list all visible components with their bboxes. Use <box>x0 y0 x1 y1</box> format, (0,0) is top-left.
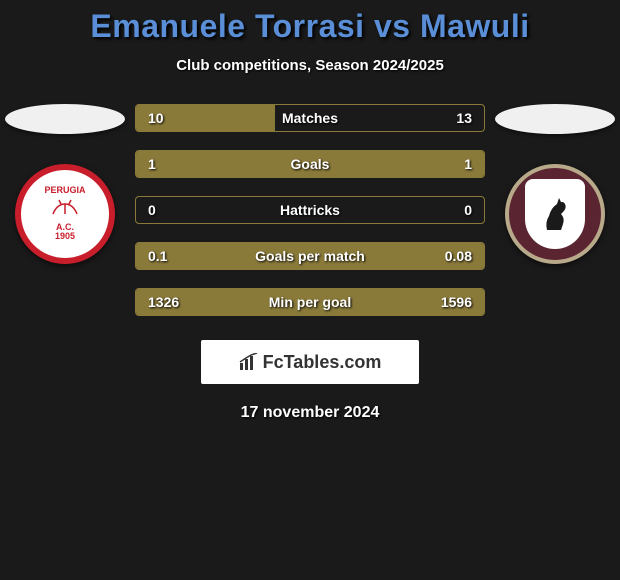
comparison-card: Emanuele Torrasi vs Mawuli Club competit… <box>0 0 620 422</box>
right-club-badge <box>505 164 605 264</box>
page-title: Emanuele Torrasi vs Mawuli <box>0 8 620 45</box>
stat-value-right: 0.08 <box>445 248 472 264</box>
stats-column: 10Matches131Goals10Hattricks00.1Goals pe… <box>135 104 485 316</box>
stat-value-right: 1 <box>464 156 472 172</box>
bar-chart-icon <box>239 353 259 371</box>
fctables-logo[interactable]: FcTables.com <box>201 340 419 384</box>
stat-bar: 10 Matches 13 <box>135 104 485 132</box>
perugia-year: 1905 <box>44 232 85 242</box>
left-player-col: PERUGIA A.C. 1905 <box>5 104 125 264</box>
stat-bar: 0 Hattricks 0 <box>135 196 485 224</box>
horse-icon <box>537 194 573 234</box>
stat-label: Matches <box>282 110 338 126</box>
stat-bar: 1 Goals 1 <box>135 150 485 178</box>
right-flag <box>495 104 615 134</box>
stat-value-left: 0 <box>148 202 156 218</box>
stat-value-left: 1 <box>148 156 156 172</box>
stat-label: Goals per match <box>255 248 365 264</box>
stat-value-right: 0 <box>464 202 472 218</box>
perugia-badge-text: PERUGIA A.C. 1905 <box>44 186 85 243</box>
stat-label: Goals <box>291 156 330 172</box>
left-club-badge: PERUGIA A.C. 1905 <box>15 164 115 264</box>
stat-value-right: 13 <box>456 110 472 126</box>
griffin-icon <box>47 196 83 220</box>
stat-value-left: 0.1 <box>148 248 167 264</box>
stat-value-left: 1326 <box>148 294 179 310</box>
left-flag <box>5 104 125 134</box>
stat-label: Hattricks <box>280 202 340 218</box>
stat-bar: 1326 Min per goal 1596 <box>135 288 485 316</box>
stat-label: Min per goal <box>269 294 351 310</box>
stat-value-left: 10 <box>148 110 164 126</box>
perugia-ac: A.C. <box>56 222 74 232</box>
logo-text: FcTables.com <box>263 352 382 373</box>
subtitle: Club competitions, Season 2024/2025 <box>0 57 620 74</box>
date-text: 17 november 2024 <box>0 404 620 422</box>
stat-bar: 0.1 Goals per match 0.08 <box>135 242 485 270</box>
arezzo-shield <box>525 179 585 249</box>
right-player-col <box>495 104 615 264</box>
perugia-top: PERUGIA <box>44 186 85 196</box>
stat-value-right: 1596 <box>441 294 472 310</box>
main-row: PERUGIA A.C. 1905 10Matches131Goals10Hat… <box>0 104 620 316</box>
